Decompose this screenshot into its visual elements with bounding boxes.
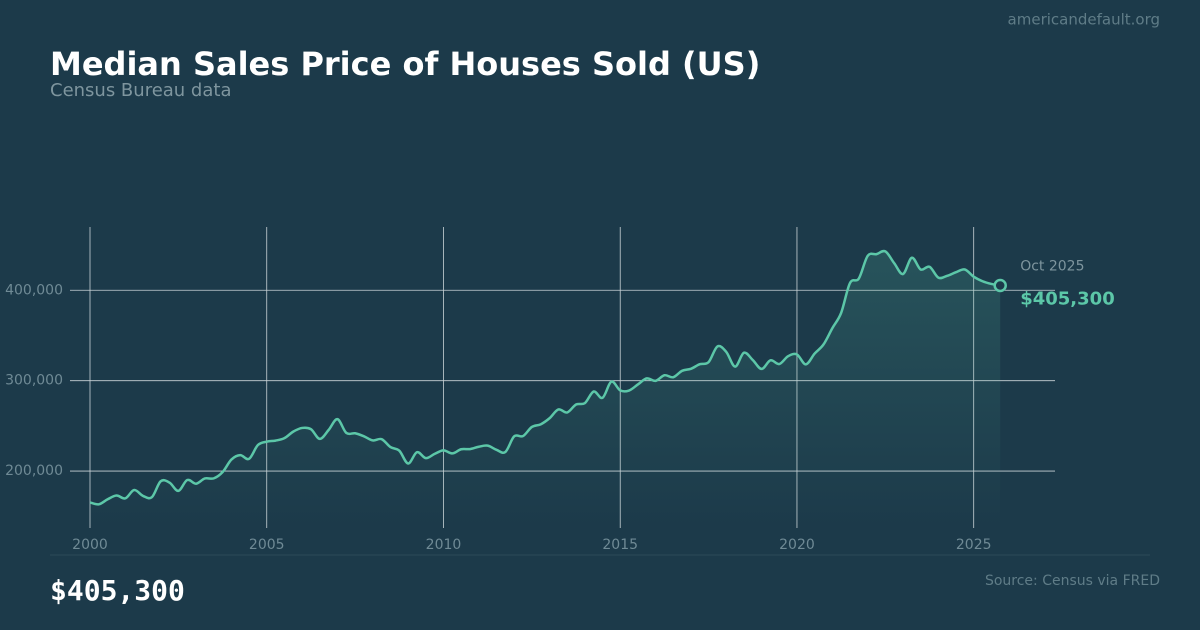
end-value-label: $405,300 xyxy=(1020,288,1115,309)
x-tick-label: 2005 xyxy=(249,537,285,553)
end-date-label: Oct 2025 xyxy=(1020,258,1084,274)
area-fill xyxy=(90,251,1001,528)
x-tick-label: 2015 xyxy=(602,537,638,553)
x-tick-label: 2020 xyxy=(779,537,815,553)
x-tick-label: 2000 xyxy=(72,537,108,553)
y-tick-label: 400,000 xyxy=(5,282,63,298)
x-tick-label: 2025 xyxy=(956,537,992,553)
site-name: americandefault.org xyxy=(1008,11,1160,29)
price-line xyxy=(89,249,1001,506)
source: Source: Census via FRED xyxy=(985,573,1160,589)
chart-title: Median Sales Price of Houses Sold (US) xyxy=(50,45,760,83)
y-tick-label: 300,000 xyxy=(5,373,63,389)
x-tick-label: 2010 xyxy=(426,537,462,553)
chart-subtitle: Census Bureau data xyxy=(50,80,231,101)
y-tick-label: 200,000 xyxy=(5,463,63,479)
plot: 200,000 300,000 400,000 2000 2005 2010 2015 202… xyxy=(5,227,1115,553)
headline-value: $405,300 xyxy=(50,574,185,607)
end-marker xyxy=(993,278,1007,293)
